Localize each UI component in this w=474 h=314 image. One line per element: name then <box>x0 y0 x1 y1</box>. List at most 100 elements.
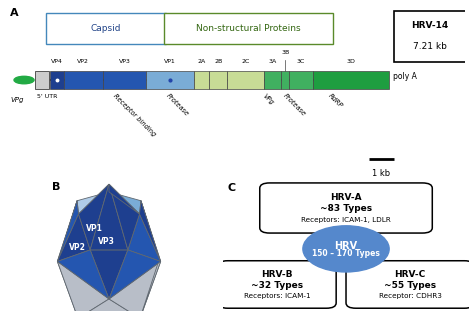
FancyBboxPatch shape <box>164 13 333 45</box>
Text: 7.21 kb: 7.21 kb <box>413 42 447 51</box>
Polygon shape <box>78 299 140 314</box>
Text: 3A: 3A <box>269 59 277 64</box>
Polygon shape <box>141 201 161 262</box>
Polygon shape <box>127 271 140 314</box>
Polygon shape <box>78 306 138 314</box>
Bar <box>50 71 64 89</box>
Polygon shape <box>77 201 141 223</box>
Polygon shape <box>109 201 159 259</box>
Polygon shape <box>57 201 77 262</box>
Bar <box>194 71 210 89</box>
Text: 2C: 2C <box>241 59 250 64</box>
Polygon shape <box>109 184 139 250</box>
Polygon shape <box>80 223 109 306</box>
Polygon shape <box>77 192 109 214</box>
Text: poly A: poly A <box>393 72 417 81</box>
Polygon shape <box>59 259 109 314</box>
Bar <box>289 71 313 89</box>
Polygon shape <box>91 223 159 271</box>
Polygon shape <box>59 259 109 314</box>
Polygon shape <box>57 259 78 314</box>
Circle shape <box>303 226 389 272</box>
Polygon shape <box>109 271 138 308</box>
Text: Receptor: CDHR3: Receptor: CDHR3 <box>379 293 442 299</box>
Bar <box>36 71 49 89</box>
Bar <box>282 71 289 89</box>
Bar <box>210 71 227 89</box>
Polygon shape <box>91 271 127 308</box>
Polygon shape <box>91 259 159 271</box>
Text: HRV: HRV <box>335 241 357 251</box>
Text: VP2: VP2 <box>77 59 89 64</box>
Text: VP1: VP1 <box>86 224 103 233</box>
Text: ~83 Types: ~83 Types <box>320 204 372 213</box>
Polygon shape <box>80 306 109 314</box>
Text: C: C <box>228 183 236 193</box>
Polygon shape <box>59 201 109 259</box>
Text: A: A <box>9 8 18 18</box>
FancyBboxPatch shape <box>46 13 166 45</box>
Text: ~32 Types: ~32 Types <box>251 280 303 290</box>
Text: VPg: VPg <box>11 97 25 103</box>
Bar <box>227 71 264 89</box>
Polygon shape <box>78 306 140 314</box>
Text: B: B <box>52 181 61 192</box>
Text: Protease: Protease <box>165 93 190 117</box>
FancyBboxPatch shape <box>260 183 432 233</box>
Text: Non-structural Proteins: Non-structural Proteins <box>196 24 301 33</box>
Text: VP3: VP3 <box>98 236 115 246</box>
Polygon shape <box>127 259 159 314</box>
FancyBboxPatch shape <box>346 261 474 308</box>
Text: 3D: 3D <box>347 59 356 64</box>
Polygon shape <box>140 259 161 314</box>
Text: 150 – 170 Types: 150 – 170 Types <box>312 249 380 258</box>
Text: Receptors: ICAM-1: Receptors: ICAM-1 <box>244 293 310 299</box>
Polygon shape <box>109 250 161 299</box>
Text: Receptors: ICAM-1, LDLR: Receptors: ICAM-1, LDLR <box>301 217 391 223</box>
Text: Receptor binding: Receptor binding <box>112 93 157 138</box>
Polygon shape <box>79 184 109 214</box>
Text: 5' UTR: 5' UTR <box>36 94 57 99</box>
Text: HRV-B: HRV-B <box>261 270 293 279</box>
Polygon shape <box>128 214 161 262</box>
Polygon shape <box>90 184 128 250</box>
Text: 1 kb: 1 kb <box>373 169 391 178</box>
Text: 3B: 3B <box>281 51 290 56</box>
Polygon shape <box>79 192 139 250</box>
Text: 2B: 2B <box>214 59 222 64</box>
Text: VP2: VP2 <box>69 243 85 252</box>
Text: Capsid: Capsid <box>91 24 121 33</box>
Text: VPg: VPg <box>262 93 275 106</box>
Text: VP3: VP3 <box>118 59 130 64</box>
Polygon shape <box>57 262 109 314</box>
Text: RdRP: RdRP <box>327 93 344 109</box>
Text: 3C: 3C <box>297 59 305 64</box>
Polygon shape <box>79 184 109 250</box>
Polygon shape <box>109 262 161 314</box>
Polygon shape <box>59 223 109 306</box>
Polygon shape <box>139 201 161 262</box>
Bar <box>264 71 282 89</box>
Bar <box>103 71 146 89</box>
Circle shape <box>14 76 34 84</box>
Bar <box>146 71 194 89</box>
Polygon shape <box>109 306 138 314</box>
Bar <box>64 71 103 89</box>
Polygon shape <box>57 214 90 262</box>
Polygon shape <box>109 192 141 214</box>
FancyBboxPatch shape <box>394 11 466 62</box>
Text: Protease: Protease <box>282 93 307 117</box>
Polygon shape <box>109 184 139 214</box>
FancyBboxPatch shape <box>218 261 336 308</box>
Text: HRV-C: HRV-C <box>394 270 426 279</box>
Text: HRV-A: HRV-A <box>330 193 362 202</box>
Polygon shape <box>90 250 128 299</box>
Text: VP4: VP4 <box>51 59 63 64</box>
Bar <box>313 71 390 89</box>
Polygon shape <box>57 250 109 299</box>
Text: ~55 Types: ~55 Types <box>384 280 436 290</box>
Polygon shape <box>80 271 109 308</box>
Text: HRV-14: HRV-14 <box>411 21 448 30</box>
Text: VP1: VP1 <box>164 59 176 64</box>
Text: 2A: 2A <box>198 59 206 64</box>
